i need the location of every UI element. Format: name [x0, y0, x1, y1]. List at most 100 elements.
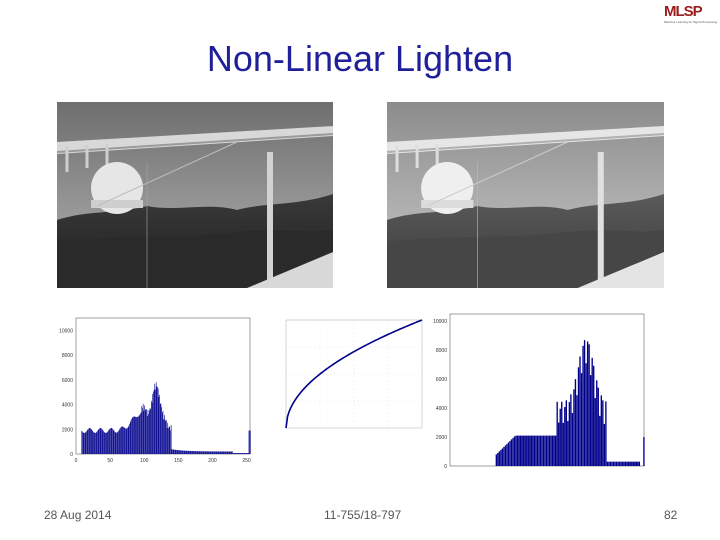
histogram-bar [224, 451, 225, 454]
histogram-bar [498, 451, 501, 466]
histogram-bar [536, 435, 539, 466]
histogram-bar [91, 429, 93, 454]
histogram-bar [127, 426, 129, 454]
histogram-bar [176, 449, 177, 454]
histogram-bar [593, 365, 595, 466]
histogram-bar [538, 435, 540, 466]
histogram-bar [245, 453, 246, 454]
histogram-bar [570, 394, 572, 466]
histogram-bar [151, 400, 152, 454]
histogram-bar [163, 419, 164, 454]
histogram-bar [207, 451, 209, 454]
histogram-bar [202, 451, 204, 454]
histogram-bar [185, 450, 186, 454]
histogram-bar [210, 451, 212, 454]
histogram-bar [556, 401, 558, 466]
histogram-bar [209, 451, 211, 454]
histogram-bar [241, 453, 243, 454]
histogram-bar [153, 391, 154, 454]
y-tick-label: 2000 [62, 427, 73, 433]
histogram-bar [137, 416, 139, 454]
logo-text: MLSP [664, 3, 703, 20]
histogram-bar [524, 435, 526, 466]
histogram-bar [140, 413, 141, 454]
histogram-bar [122, 426, 124, 454]
histogram-bar [239, 453, 241, 454]
histogram-bar [535, 435, 537, 466]
histogram-bar [125, 428, 126, 454]
histogram-bar [197, 451, 199, 454]
histogram-bar [106, 432, 108, 454]
histogram-bar [179, 450, 181, 454]
histogram-bar [166, 427, 168, 454]
histogram-bar [541, 435, 543, 466]
histogram-bar [215, 451, 216, 454]
histogram-bar [221, 451, 222, 454]
y-tick-label: 6000 [436, 377, 447, 383]
histogram-bar [216, 451, 218, 454]
histogram-bar [103, 431, 104, 454]
histogram-bar [192, 451, 194, 454]
histogram-bar [196, 451, 198, 454]
histogram-bar [618, 461, 621, 466]
histogram-bar [129, 422, 131, 454]
histogram-bar [138, 415, 140, 454]
histogram-bar [204, 451, 205, 454]
histogram-bar [246, 453, 248, 454]
histogram-bar [643, 437, 645, 466]
histogram-bar [126, 428, 128, 454]
histogram-bar [190, 450, 192, 454]
x-tick-label: 250 [242, 458, 251, 464]
histogram-bar [123, 427, 125, 454]
histogram-bar [527, 435, 529, 466]
y-tick-label: 10000 [433, 319, 447, 325]
histogram-bar [169, 426, 171, 454]
histogram-bar [141, 406, 143, 454]
histogram-bar [101, 429, 103, 454]
histogram-bar [215, 451, 217, 454]
histogram-bar [591, 357, 593, 466]
histogram-bar [86, 431, 87, 454]
histogram-bar [634, 461, 636, 466]
histogram-bar [161, 412, 163, 454]
histogram-bar [612, 461, 615, 466]
histogram-bar [100, 428, 102, 454]
histogram-bar [588, 344, 590, 466]
histogram-bar [105, 432, 106, 454]
histogram-bar [582, 345, 584, 466]
histogram-bar [547, 435, 549, 466]
histogram-bar [95, 432, 97, 454]
histogram-bar [124, 427, 126, 454]
histogram-bar [623, 461, 625, 466]
histogram-bar [243, 453, 244, 454]
histogram-bar [131, 419, 132, 454]
histogram-bar [580, 373, 583, 466]
histogram-bar [168, 426, 170, 454]
histogram-bar [186, 450, 188, 454]
histogram-bar [158, 396, 160, 454]
histogram-bar [629, 461, 631, 466]
histogram-bar [637, 461, 639, 466]
histogram-bar [120, 427, 121, 454]
histogram-bar [223, 451, 224, 454]
y-tick-label: 4000 [436, 406, 447, 412]
histogram-bar [179, 450, 180, 454]
histogram-bar [234, 453, 235, 454]
histogram-bar [504, 445, 507, 466]
histogram-bar [208, 451, 209, 454]
histogram-bar [93, 431, 94, 454]
histogram-bars [81, 382, 251, 454]
histogram-bar [568, 402, 571, 466]
footer-course: 11-755/18-797 [324, 508, 402, 522]
histogram-bar [194, 451, 196, 454]
histogram-bar [245, 453, 247, 454]
histogram-bar [243, 453, 245, 454]
histogram-bar [224, 451, 226, 454]
histogram-bar [151, 402, 153, 454]
histogram-bar [82, 431, 83, 454]
histogram-bar [127, 427, 128, 454]
histogram-bar [177, 450, 179, 454]
histogram-bar [143, 410, 145, 454]
histogram-bar [222, 451, 224, 454]
histogram-bar [237, 453, 238, 454]
